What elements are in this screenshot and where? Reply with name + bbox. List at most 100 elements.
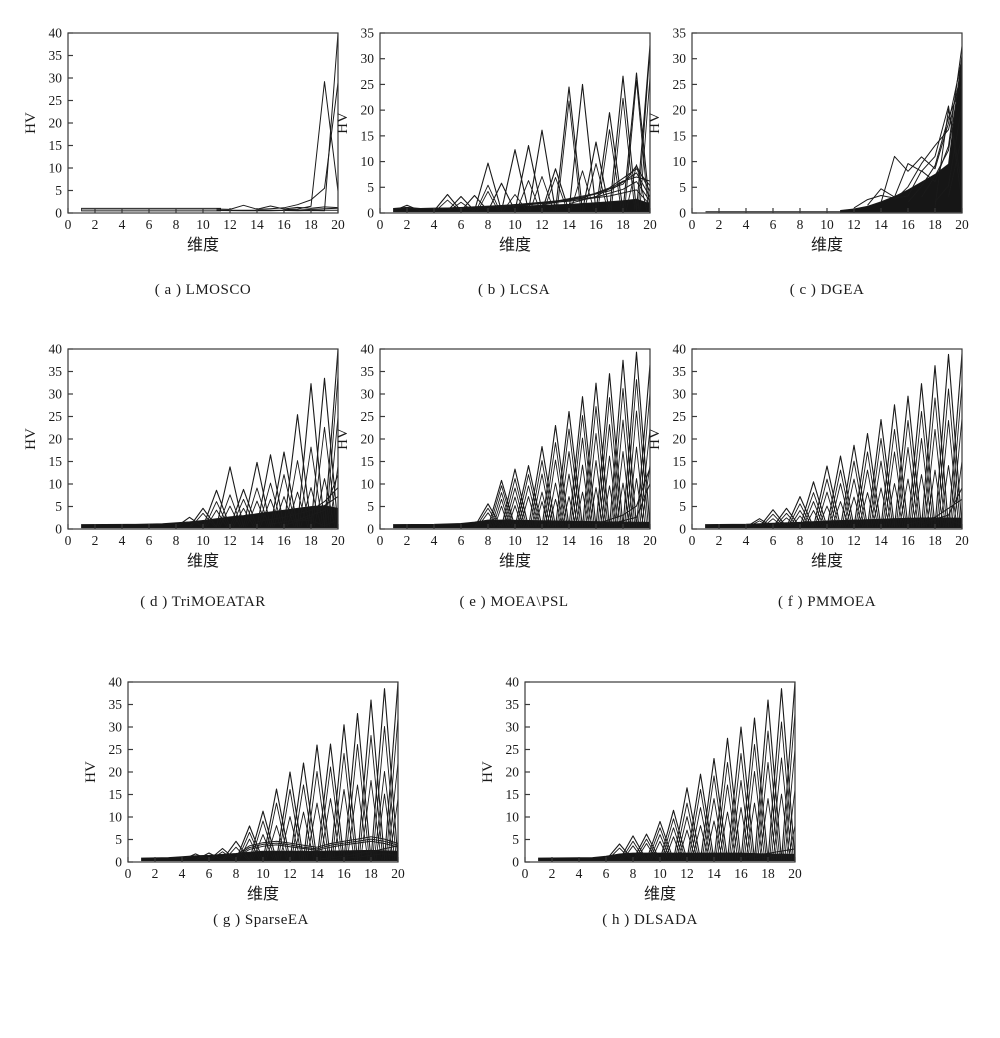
y-axis-label: HV — [647, 112, 663, 134]
y-tick-label: 15 — [109, 787, 123, 802]
run-spike — [448, 201, 474, 212]
run-curve — [235, 840, 399, 858]
y-axis-label: HV — [480, 761, 496, 783]
run-spike — [373, 771, 396, 861]
y-tick-label: 40 — [673, 342, 687, 357]
panel-b-chart: 0 2 4 6 8 10 12 14 16 18 20 0 5 10 15 20 25 30 35 维度 HV — [335, 26, 657, 255]
y-tick-label: 30 — [49, 387, 63, 402]
y-tick-label: 20 — [49, 432, 63, 447]
run-spike — [544, 459, 567, 528]
run-spike — [229, 488, 258, 528]
y-tick-label: 15 — [49, 454, 63, 469]
y-tick-label: 30 — [673, 51, 687, 66]
run-spike — [554, 86, 584, 211]
axes: 0 2 4 6 8 10 12 14 16 18 20 0 5 10 15 20 25 30 35 维度 HV — [647, 26, 969, 255]
panel-h: 0 2 4 6 8 10 12 14 16 18 20 0 5 10 15 20 25 30 35 40 维度 HV — [477, 670, 807, 918]
y-tick-label: 40 — [109, 675, 123, 690]
run-spike — [920, 365, 950, 528]
run-curve — [880, 58, 963, 203]
y-tick-label: 35 — [361, 364, 375, 379]
run-curve — [907, 84, 963, 203]
x-tick-label: 12 — [283, 866, 297, 881]
axes: 0 2 4 6 8 10 12 14 16 18 20 0 5 10 15 20 25 30 35 40 维度 HV — [335, 342, 657, 571]
x-tick-label: 14 — [250, 217, 264, 232]
x-tick-label: 16 — [277, 533, 291, 548]
y-tick-label: 10 — [49, 161, 63, 176]
y-tick-label: 35 — [109, 697, 123, 712]
run-spike — [789, 510, 811, 528]
y-tick-label: 10 — [361, 477, 375, 492]
run-spike — [635, 45, 651, 211]
y-tick-label: 5 — [115, 832, 122, 847]
y-tick-label: 5 — [367, 180, 374, 195]
run-spike — [235, 825, 264, 861]
run-spike — [718, 811, 737, 861]
run-spike — [283, 414, 312, 528]
run-curve — [235, 836, 399, 856]
x-tick-label: 16 — [901, 533, 915, 548]
panel-a: 0 2 4 6 8 10 12 14 16 18 20 0 5 10 15 20 25 30 35 40 维度 HV — [20, 21, 350, 269]
run-spike — [728, 753, 754, 861]
run-spike — [310, 377, 339, 528]
y-axis-label: HV — [23, 112, 39, 134]
run-spike — [622, 72, 651, 211]
run-spike — [780, 681, 796, 861]
run-spike — [514, 465, 543, 528]
run-spike — [782, 712, 796, 861]
y-tick-label: 0 — [367, 522, 374, 537]
run-spike — [265, 825, 288, 861]
x-tick-label: 8 — [630, 866, 637, 881]
x-tick-label: 18 — [616, 533, 630, 548]
run-spike — [814, 478, 840, 528]
run-spike — [231, 498, 256, 528]
run-spike — [531, 473, 553, 528]
panel-e-caption: ( e ) MOEA\PSL — [459, 594, 569, 610]
run-curve — [256, 82, 339, 210]
x-tick-label: 0 — [65, 533, 72, 548]
x-tick-label: 2 — [92, 533, 99, 548]
run-spike — [189, 507, 217, 528]
run-spike — [581, 382, 611, 528]
x-tick-label: 18 — [928, 533, 942, 548]
run-spike — [475, 184, 501, 212]
y-tick-label: 40 — [361, 342, 375, 357]
run-spike — [767, 688, 796, 861]
x-tick-label: 0 — [125, 866, 132, 881]
run-spike — [570, 415, 595, 528]
y-tick-label: 35 — [49, 364, 63, 379]
run-spike — [489, 485, 514, 528]
run-spike — [704, 820, 724, 861]
x-tick-label: 2 — [404, 217, 411, 232]
x-tick-label: 8 — [485, 533, 492, 548]
run-spike — [608, 75, 638, 211]
axes-box — [67, 32, 339, 214]
x-tick-label: 6 — [603, 866, 610, 881]
y-tick-label: 25 — [673, 409, 687, 424]
y-tick-label: 25 — [109, 742, 123, 757]
run-spike — [554, 410, 584, 528]
x-tick-label: 18 — [304, 533, 318, 548]
y-tick-label: 0 — [679, 206, 686, 221]
x-tick-label: 6 — [770, 217, 777, 232]
run-spike — [650, 840, 670, 861]
run-spike — [686, 773, 715, 861]
run-spike — [713, 737, 742, 861]
run-spike — [791, 515, 809, 528]
run-spike — [292, 811, 315, 861]
y-tick-label: 30 — [361, 51, 375, 66]
run-spike — [619, 835, 647, 861]
y-tick-label: 0 — [55, 206, 62, 221]
y-tick-label: 25 — [361, 409, 375, 424]
run-spike — [924, 429, 946, 528]
y-tick-label: 10 — [109, 810, 123, 825]
run-spike — [745, 518, 774, 528]
run-spike — [300, 487, 322, 528]
x-tick-label: 2 — [404, 533, 411, 548]
x-tick-label: 18 — [928, 217, 942, 232]
run-spike — [659, 809, 688, 861]
run-spike — [597, 129, 622, 211]
run-spike — [610, 97, 636, 211]
run-spike — [517, 485, 540, 528]
run-spike — [925, 469, 945, 528]
run-spike — [645, 820, 675, 861]
